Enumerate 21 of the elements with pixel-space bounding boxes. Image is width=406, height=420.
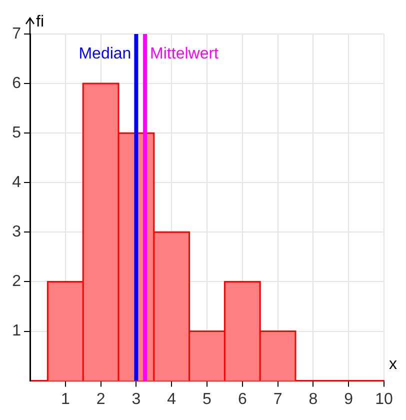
ref-line-label: Mittelwert xyxy=(150,45,220,62)
y-tick-label: 4 xyxy=(12,174,22,192)
x-tick-label: 2 xyxy=(96,390,106,408)
x-tick-label: 7 xyxy=(273,390,282,408)
x-axis-title: x xyxy=(389,356,397,374)
y-tick-label: 6 xyxy=(12,74,22,92)
y-tick-label: 7 xyxy=(12,25,22,42)
x-tick-label: 8 xyxy=(308,390,318,408)
y-tick-label: 2 xyxy=(12,273,22,290)
y-tick-label: 1 xyxy=(12,322,22,340)
x-tick-label: 5 xyxy=(202,390,212,408)
y-tick-label: 5 xyxy=(12,124,22,142)
x-tick-label: 4 xyxy=(167,390,176,408)
ref-line-label: Median xyxy=(78,45,132,62)
y-tick-label: 3 xyxy=(12,224,22,241)
x-tick-label: 3 xyxy=(132,390,141,408)
x-tick-label: 6 xyxy=(238,390,247,408)
x-tick-label: 9 xyxy=(344,390,354,408)
x-tick-label: 1 xyxy=(60,390,70,408)
y-axis-title: fi xyxy=(36,13,44,30)
x-tick-label: 10 xyxy=(375,390,393,408)
